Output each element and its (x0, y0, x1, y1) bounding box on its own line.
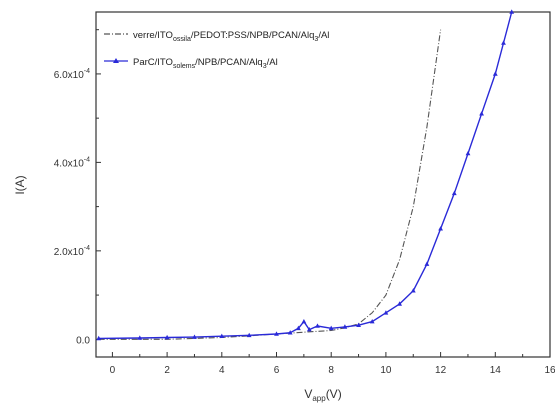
series-2-point-12 (328, 325, 334, 331)
x-tick-label-5: 10 (380, 365, 392, 376)
y-tick-label-2: 4.0x10-4 (54, 156, 90, 169)
x-tick-label-1: 2 (164, 365, 170, 376)
x-axis-title-main: V (304, 387, 312, 401)
series-2-point-10 (306, 327, 312, 332)
y-tick-label-0: 0.0 (76, 335, 90, 346)
series-2-point-22 (465, 150, 471, 156)
series-2-point-25 (501, 40, 506, 45)
series-2-point-9 (301, 319, 307, 324)
legend-1-p2: ossila (173, 36, 191, 43)
series-2-point-20 (438, 226, 443, 231)
series-2-point-4 (219, 333, 225, 338)
series-2-point-1 (137, 335, 143, 340)
series-2-point-23 (479, 111, 484, 116)
plot-frame (95, 11, 551, 358)
y-tick-label-1: 2.0x10-4 (54, 245, 90, 258)
legend-1-p4: 3 (314, 36, 318, 43)
x-tick-label-8: 16 (544, 365, 555, 376)
legend-2-p4: 3 (263, 63, 267, 70)
x-tick-label-3: 6 (274, 365, 280, 376)
series-2-point-15 (369, 319, 375, 324)
series-2-point-7 (287, 330, 293, 335)
series-2-point-3 (192, 334, 197, 339)
y-axis-title: I(A) (13, 175, 27, 194)
x-tick-label-4: 8 (328, 365, 334, 376)
series-2-point-18 (410, 288, 416, 293)
legend-2-p3: /NPB/PCAN/Alq (195, 57, 263, 68)
x-tick-label-7: 14 (490, 365, 502, 376)
y-tick-label-3: 6.0x10-4 (54, 68, 90, 81)
series-2-point-6 (274, 331, 279, 336)
legend-2-p2: solems (173, 63, 196, 70)
legend-1-p5: /Al (318, 30, 329, 41)
series-layer (96, 9, 515, 341)
legend-1-p1: verre/ITO (133, 30, 173, 41)
x-axis-title: Vapp(V) (304, 387, 341, 403)
series-2-point-13 (342, 324, 348, 329)
x-tick-label-2: 4 (219, 365, 225, 376)
series-2-point-24 (492, 71, 498, 76)
series-2-point-16 (383, 310, 389, 315)
legend-label-series-2: ParC/ITOsolems/NPB/PCAN/Alq3/Al (133, 57, 278, 70)
legend-1-p3: /PEDOT:PSS/NPB/PCAN/Alq (191, 30, 315, 41)
series-2-point-5 (246, 332, 252, 338)
series-2-point-0 (96, 335, 102, 341)
series-2-point-11 (315, 323, 320, 328)
x-tick-label-6: 12 (435, 365, 447, 376)
legend-2-p1: ParC/ITO (133, 57, 173, 68)
x-axis-title-sub: app (312, 394, 326, 403)
legend-2-p5: /Al (267, 57, 278, 68)
legend-label-series-1: verre/ITOossila/PEDOT:PSS/NPB/PCAN/Alq3/… (133, 30, 329, 43)
series-2-point-17 (397, 301, 402, 306)
legend-marker-series-2 (113, 58, 119, 63)
series-2-point-8 (296, 325, 301, 331)
series-2-point-26 (509, 9, 515, 14)
series-line-1 (98, 29, 442, 340)
x-axis-title-unit: (V) (326, 387, 342, 401)
axis-ticks: 0 2 4 6 8 10 12 14 16 0.0 2.0x10-4 4.0x10-4 6.0x10-4 (54, 29, 555, 376)
x-tick-label-0: 0 (110, 365, 116, 376)
series-2-point-14 (356, 322, 361, 327)
series-2-point-2 (164, 334, 170, 340)
series-2-point-19 (424, 261, 430, 266)
legend: verre/ITOossila/PEDOT:PSS/NPB/PCAN/Alq3/… (104, 30, 329, 70)
series-2-point-21 (451, 190, 457, 196)
